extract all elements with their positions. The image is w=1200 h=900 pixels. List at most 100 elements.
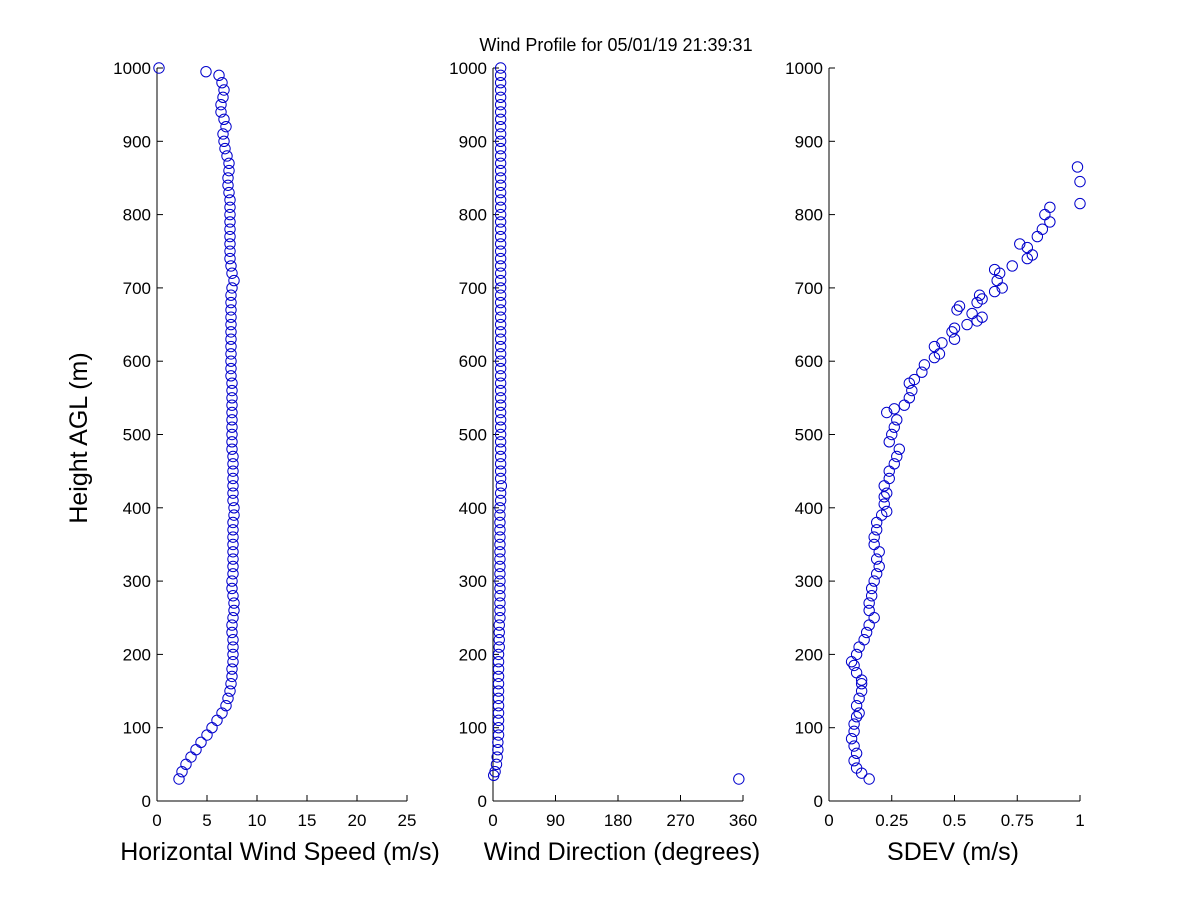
p1-data-point bbox=[494, 223, 507, 235]
p2-data-point bbox=[961, 318, 973, 331]
p2-data-point bbox=[865, 582, 878, 595]
p2-data-point bbox=[888, 458, 900, 470]
p1-y-tick-label: 600 bbox=[459, 352, 487, 371]
p2-y-tick-label: 300 bbox=[795, 572, 823, 591]
p0-data-point bbox=[225, 289, 237, 301]
p1-data-point bbox=[494, 450, 507, 463]
p1-data-point bbox=[492, 700, 505, 712]
p0-data-point bbox=[226, 267, 238, 279]
p0-data-point bbox=[195, 736, 207, 749]
p0-data-point bbox=[222, 692, 234, 705]
p0-x-tick-label: 5 bbox=[202, 811, 211, 830]
p0-y-tick-label: 1000 bbox=[113, 59, 151, 78]
figure-title: Wind Profile for 05/01/19 21:39:31 bbox=[479, 35, 752, 55]
p1-data-point bbox=[494, 575, 506, 587]
p1-data-point bbox=[494, 384, 507, 397]
p0-data-point bbox=[227, 480, 239, 492]
p0-data-point bbox=[227, 648, 239, 661]
p1-data-point bbox=[494, 120, 507, 133]
p0-y-tick-label: 300 bbox=[123, 572, 151, 591]
p1-data-point bbox=[494, 414, 507, 426]
p0-data-point bbox=[226, 392, 238, 404]
p2-data-point bbox=[918, 359, 931, 371]
p0-data-point bbox=[225, 296, 237, 309]
p1-data-point bbox=[494, 531, 506, 543]
p2-y-tick-label: 400 bbox=[795, 499, 823, 518]
p1-data-point bbox=[494, 216, 507, 228]
p0-data-point bbox=[223, 157, 235, 169]
p2-data-point bbox=[883, 436, 895, 448]
p2-data-point bbox=[863, 604, 875, 617]
p1-data-point bbox=[494, 318, 507, 331]
p1-data-point bbox=[494, 348, 507, 360]
p2-data-point bbox=[860, 626, 873, 639]
p1-data-point bbox=[494, 304, 507, 316]
p1-data-point bbox=[494, 98, 507, 111]
p1-data-point bbox=[494, 428, 507, 441]
p1-data-point bbox=[494, 252, 507, 265]
p0-y-tick-label: 700 bbox=[123, 279, 151, 298]
p1-data-point bbox=[494, 201, 507, 213]
p1-data-point bbox=[494, 106, 507, 118]
p2-data-point bbox=[850, 648, 863, 661]
p2-data-point bbox=[1044, 201, 1056, 213]
p1-data-point bbox=[494, 465, 507, 477]
p1-data-point bbox=[494, 186, 507, 199]
p2-data-point bbox=[848, 659, 860, 672]
p2-data-point bbox=[1006, 260, 1018, 272]
p0-data-point bbox=[225, 304, 237, 316]
p2-y-tick-label: 200 bbox=[795, 645, 823, 664]
p1-data-point bbox=[494, 340, 507, 353]
p2-data-point bbox=[848, 725, 860, 738]
p0-x-tick-label: 20 bbox=[348, 811, 367, 830]
p1-data-point bbox=[492, 685, 505, 697]
p0-data-point bbox=[227, 458, 239, 470]
p0-data-point bbox=[225, 678, 237, 690]
p0-data-point bbox=[225, 318, 237, 331]
p1-data-point bbox=[494, 355, 507, 367]
p2-data-point bbox=[1074, 197, 1086, 210]
p2-data-point bbox=[953, 300, 966, 312]
p2-data-point bbox=[936, 337, 948, 349]
p2-x-tick-label: 1 bbox=[1075, 811, 1084, 830]
p1-data-point bbox=[494, 238, 507, 250]
p0-data-point bbox=[226, 663, 238, 675]
p1-data-point bbox=[494, 421, 507, 433]
p1-data-point bbox=[494, 135, 507, 148]
p1-data-point bbox=[493, 626, 505, 639]
p1-data-point bbox=[494, 84, 507, 96]
p0-data-point bbox=[217, 128, 229, 140]
p0-data-point bbox=[226, 443, 238, 455]
p1-data-point bbox=[494, 377, 507, 389]
p0-data-point bbox=[200, 65, 212, 78]
p0-data-point bbox=[226, 384, 238, 397]
p0-data-point bbox=[228, 509, 240, 521]
p0-data-point bbox=[218, 113, 230, 126]
p1-y-tick-label: 0 bbox=[478, 792, 487, 811]
p1-data-point bbox=[494, 150, 507, 162]
p1-y-tick-label: 200 bbox=[459, 645, 487, 664]
p0-data-point bbox=[225, 362, 237, 375]
p0-data-point bbox=[226, 582, 238, 595]
p0-data-point bbox=[226, 282, 238, 294]
p0-data-point bbox=[228, 274, 240, 287]
p1-y-tick-label: 1000 bbox=[449, 59, 487, 78]
p1-data-point bbox=[494, 399, 507, 411]
p0-data-point bbox=[226, 421, 238, 433]
p2-data-point bbox=[855, 685, 868, 697]
p0-x-tick-label: 0 bbox=[152, 811, 161, 830]
height-y-axis-label: Height AGL (m) bbox=[65, 352, 93, 523]
p2-data-point bbox=[988, 263, 1001, 276]
p0-data-point bbox=[226, 406, 238, 419]
p0-data-point bbox=[226, 414, 238, 426]
p1-y-tick-label: 400 bbox=[459, 499, 487, 518]
p0-data-point bbox=[153, 62, 165, 74]
p0-data-point bbox=[225, 333, 237, 345]
p0-y-tick-label: 500 bbox=[123, 426, 151, 445]
p1-data-point bbox=[494, 62, 507, 74]
p0-data-point bbox=[226, 436, 238, 448]
p2-data-point bbox=[976, 311, 988, 323]
p1-data-point bbox=[494, 370, 507, 382]
p0-data-point bbox=[226, 399, 238, 411]
